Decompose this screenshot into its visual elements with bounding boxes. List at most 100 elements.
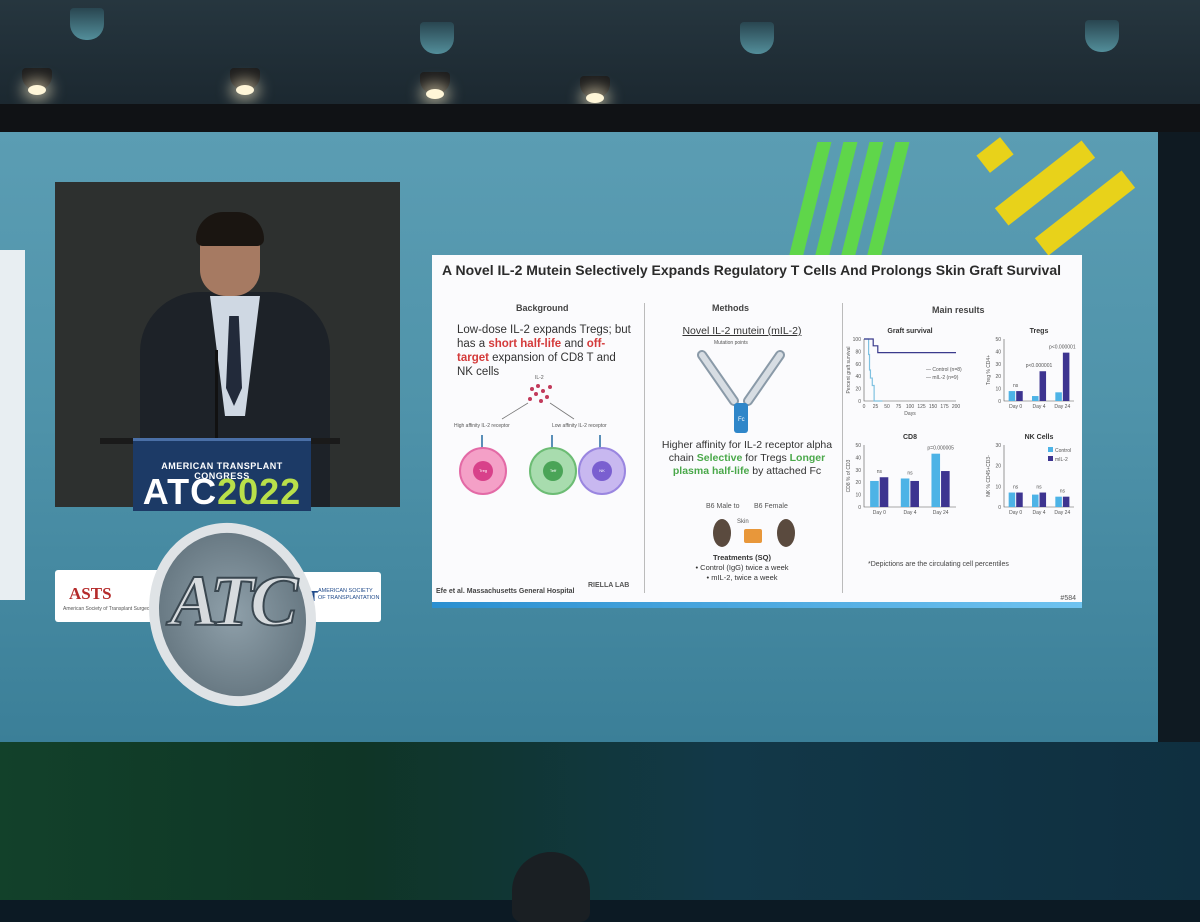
x-tick-label: Day 24 bbox=[1054, 510, 1070, 516]
x-tick-label: 150 bbox=[929, 404, 938, 410]
nk-cell: NK bbox=[578, 447, 626, 495]
y-tick-label: 30 bbox=[855, 468, 861, 474]
x-axis-label: Days bbox=[904, 411, 916, 417]
chart-title: CD8 bbox=[903, 434, 917, 441]
bar bbox=[1032, 494, 1039, 507]
y-tick-label: 20 bbox=[995, 464, 1001, 470]
y-tick-label: 0 bbox=[858, 399, 861, 405]
chart-title: Tregs bbox=[1030, 328, 1049, 335]
donor-label: B6 Male to bbox=[706, 503, 740, 510]
stage-light bbox=[580, 76, 610, 103]
mutation-points-label: Mutation points bbox=[714, 340, 748, 346]
y-axis-label: Treg % CD4+ bbox=[986, 355, 992, 385]
treatment-item: • mIL-2, twice a week bbox=[706, 573, 778, 582]
bar bbox=[1016, 492, 1023, 507]
mice-icon bbox=[713, 519, 795, 547]
background-heading: Background bbox=[516, 303, 569, 313]
y-tick-label: 0 bbox=[998, 505, 1001, 511]
x-tick-label: Day 24 bbox=[1054, 404, 1070, 410]
asts-logo: ASTS American Society of Transplant Surg… bbox=[55, 570, 163, 622]
y-tick-label: 100 bbox=[853, 337, 862, 343]
chart-axis bbox=[863, 445, 956, 508]
significance-label: ns bbox=[1060, 489, 1066, 495]
significance-label: ns bbox=[877, 469, 883, 475]
legend-swatch bbox=[1048, 456, 1053, 461]
chart-axis bbox=[1003, 445, 1074, 508]
treg-label: Treg bbox=[473, 461, 493, 481]
atc-logo-text: ATC bbox=[169, 560, 299, 642]
y-tick-label: 80 bbox=[855, 349, 861, 355]
y-tick-label: 50 bbox=[855, 443, 861, 449]
microphone bbox=[215, 350, 218, 440]
bar bbox=[1062, 496, 1070, 507]
y-tick-label: 40 bbox=[855, 455, 861, 461]
slide-title: A Novel IL-2 Mutein Selectively Expands … bbox=[442, 262, 1062, 278]
asts-logo-subtitle: American Society of Transplant Surgeons bbox=[63, 606, 155, 612]
y-tick-label: 30 bbox=[995, 362, 1001, 368]
chart-axis bbox=[1003, 339, 1074, 402]
bar bbox=[910, 480, 919, 507]
nk-label: NK bbox=[592, 461, 612, 481]
decor-stripe bbox=[976, 137, 1014, 173]
y-tick-label: 10 bbox=[995, 387, 1001, 393]
citation: Efe et al. Massachusetts General Hospita… bbox=[436, 588, 575, 595]
significance-label: ns bbox=[907, 470, 913, 476]
teff-cell: Teff bbox=[529, 447, 577, 495]
ast-logo-subtitle: AMERICAN SOCIETY OF TRANSPLANTATION bbox=[318, 588, 380, 601]
significance-label: p<0.000001 bbox=[1026, 363, 1053, 369]
significance-label: p=0.000005 bbox=[927, 446, 954, 452]
skin-label: Skin bbox=[737, 519, 749, 525]
y-tick-label: 50 bbox=[995, 337, 1001, 343]
y-tick-label: 60 bbox=[855, 362, 861, 368]
x-tick-label: Day 4 bbox=[903, 510, 916, 516]
bar bbox=[1016, 391, 1023, 401]
y-tick-label: 0 bbox=[998, 399, 1001, 405]
x-tick-label: 100 bbox=[906, 404, 915, 410]
treatments: Treatments (SQ) • Control (IgG) twice a … bbox=[672, 553, 812, 583]
presentation-slide: A Novel IL-2 Mutein Selectively Expands … bbox=[432, 255, 1082, 608]
x-tick-label: Day 0 bbox=[1009, 510, 1022, 516]
bar bbox=[1062, 352, 1070, 401]
survival-series-line bbox=[864, 338, 956, 354]
bar bbox=[931, 453, 941, 507]
stage-light bbox=[22, 68, 52, 95]
chart-title: NK Cells bbox=[1025, 434, 1054, 441]
speaker-tie bbox=[226, 316, 242, 406]
legend-entry: Control bbox=[1055, 448, 1071, 454]
chart-axis bbox=[863, 339, 956, 402]
y-tick-label: 20 bbox=[855, 387, 861, 393]
x-tick-label: 125 bbox=[917, 404, 926, 410]
legend-swatch bbox=[1048, 447, 1053, 452]
il2-label: IL-2 bbox=[535, 375, 544, 381]
bar bbox=[1008, 492, 1016, 507]
x-tick-label: 175 bbox=[940, 404, 949, 410]
bar bbox=[1039, 492, 1047, 507]
significance-label: ns bbox=[1013, 383, 1019, 389]
audience-head bbox=[512, 852, 590, 922]
poster-number: #584 bbox=[1060, 595, 1076, 602]
significance-label: ns bbox=[1013, 485, 1019, 491]
results-heading: Main results bbox=[932, 305, 985, 315]
y-tick-label: 40 bbox=[855, 374, 861, 380]
methods-text: Higher affinity for IL-2 receptor alpha … bbox=[661, 439, 833, 477]
treatments-heading: Treatments (SQ) bbox=[713, 553, 771, 562]
stage-light bbox=[70, 8, 104, 40]
teff-label: Teff bbox=[543, 461, 563, 481]
y-tick-label: 0 bbox=[858, 505, 861, 511]
high-affinity-label: High affinity IL-2 receptor bbox=[454, 423, 510, 429]
legend-entry: mIL-2 bbox=[1055, 457, 1068, 463]
column-divider bbox=[644, 303, 645, 593]
bar bbox=[1055, 496, 1062, 507]
legend-entry: — Control (n=8) bbox=[926, 367, 962, 373]
y-axis-label: NK % CD45+CD3- bbox=[986, 455, 992, 497]
methods-title: Novel IL-2 mutein (mIL-2) bbox=[682, 325, 802, 337]
mutein-diagram bbox=[697, 350, 785, 433]
bar bbox=[879, 477, 889, 507]
recipient-label: B6 Female bbox=[754, 503, 788, 510]
results-note: *Depictions are the circulating cell per… bbox=[868, 561, 1009, 568]
significance-label: ns bbox=[1036, 485, 1042, 491]
survival-series-line bbox=[864, 338, 883, 402]
bar bbox=[1032, 396, 1039, 401]
y-tick-label: 20 bbox=[995, 374, 1001, 380]
